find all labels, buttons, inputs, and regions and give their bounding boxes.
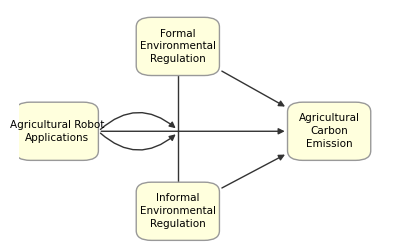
Text: Agricultural Robot
Applications: Agricultural Robot Applications bbox=[10, 120, 104, 143]
FancyBboxPatch shape bbox=[136, 17, 220, 75]
Text: Informal
Environmental
Regulation: Informal Environmental Regulation bbox=[140, 193, 216, 229]
Text: Formal
Environmental
Regulation: Formal Environmental Regulation bbox=[140, 29, 216, 64]
FancyBboxPatch shape bbox=[15, 102, 98, 160]
Text: Agricultural
Carbon
Emission: Agricultural Carbon Emission bbox=[299, 114, 360, 149]
FancyBboxPatch shape bbox=[288, 102, 371, 160]
FancyBboxPatch shape bbox=[136, 182, 220, 240]
